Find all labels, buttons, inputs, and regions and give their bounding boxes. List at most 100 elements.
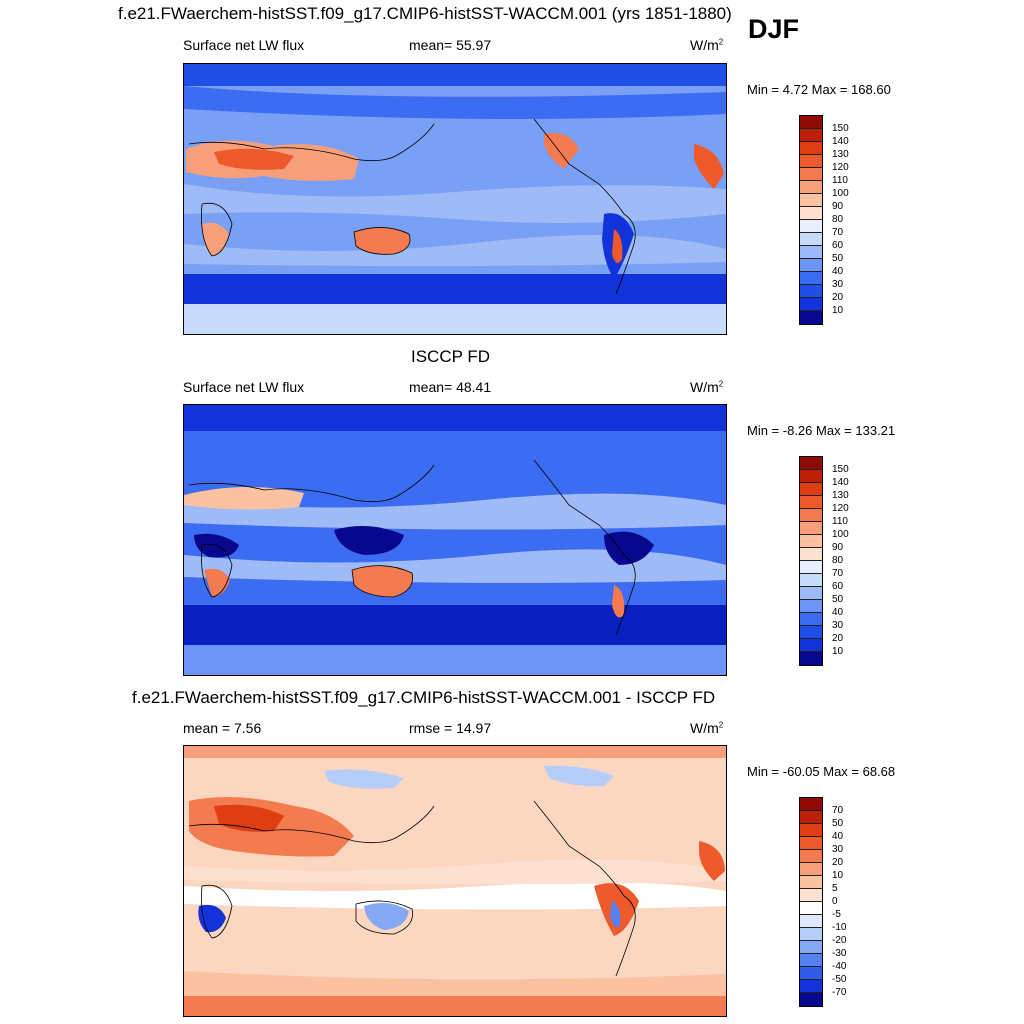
panel-2-colorbar-tick: 40 [832, 607, 844, 618]
panel-2-minmax: Min = -8.26 Max = 133.21 [747, 423, 896, 438]
panel-2-colorbar-swatch [800, 587, 822, 600]
panel-1-colorbar-swatch [800, 168, 822, 181]
panel-3-colorbar-swatch [800, 941, 822, 954]
panel-2-map [183, 404, 727, 676]
panel-3-colorbar-tick: -5 [832, 909, 841, 920]
panel-1-colorbar-tick: 40 [832, 266, 844, 277]
panel-2-colorbar-swatch [800, 574, 822, 587]
panel-3-colorbar-tick: 50 [832, 818, 844, 829]
panel-3-map-field [184, 746, 726, 1016]
panel-2-colorbar [799, 456, 823, 666]
panel-3-colorbar [799, 797, 823, 1007]
panel-2-colorbar-tick: 150 [832, 464, 849, 475]
panel-2-colorbar-tick: 30 [832, 620, 844, 631]
panel-3-colorbar-tick: -50 [832, 974, 847, 985]
panel-2-colorbar-swatch [800, 548, 822, 561]
panel-2-colorbar-tick: 120 [832, 503, 849, 514]
panel-3-colorbar-tick: 40 [832, 831, 844, 842]
panel-3-colorbar-swatch [800, 980, 822, 993]
panel-1-colorbar-swatch [800, 155, 822, 168]
panel-3-units: W/m2 [690, 720, 724, 736]
panel-3-colorbar-swatch [800, 902, 822, 915]
panel-3-colorbar-swatch [800, 863, 822, 876]
panel-3-colorbar-swatch [800, 876, 822, 889]
panel-2-colorbar-swatch [800, 496, 822, 509]
panel-3-rmse-label: rmse = 14.97 [409, 720, 492, 736]
panel-3-colorbar-swatch [800, 837, 822, 850]
panel-2-colorbar-swatch [800, 639, 822, 652]
panel-3-map [183, 745, 727, 1017]
panel-1-colorbar-swatch [800, 259, 822, 272]
panel-2-colorbar-tick: 140 [832, 477, 849, 488]
panel-1-colorbar-tick: 110 [832, 175, 848, 186]
panel-2-mean-label: mean= 48.41 [409, 379, 492, 395]
panel-1-colorbar-tick: 120 [832, 162, 849, 173]
panel-2-colorbar-tick: 90 [832, 542, 844, 553]
panel-1-colorbar-swatch [800, 285, 822, 298]
panel-3-colorbar-swatch [800, 928, 822, 941]
panel-3-mean-label: mean = 7.56 [183, 720, 262, 736]
panel-2-colorbar-tick: 70 [832, 568, 844, 579]
panel-1-colorbar-tick: 150 [832, 123, 849, 134]
panel-3-colorbar-tick: 5 [832, 883, 838, 894]
panel-1-map [183, 63, 727, 335]
panel-3-colorbar-tick: -10 [832, 922, 847, 933]
panel-3-colorbar-tick: -20 [832, 935, 847, 946]
panel-1-colorbar-swatch [800, 142, 822, 155]
panel-2-colorbar-tick: 110 [832, 516, 848, 527]
panel-1-colorbar-tick: 20 [832, 292, 844, 303]
panel-3-colorbar-swatch [800, 811, 822, 824]
panel-1-colorbar-tick: 50 [832, 253, 844, 264]
panel-3-colorbar-tick: 30 [832, 844, 844, 855]
panel-2-map-field [184, 405, 726, 675]
panel-1-map-field [184, 64, 726, 334]
panel-1-mean-label: mean= 55.97 [409, 37, 492, 53]
panel-1-colorbar-tick: 100 [832, 188, 849, 199]
panel-2-colorbar-tick: 80 [832, 555, 844, 566]
panel-2-colorbar-tick: 100 [832, 529, 849, 540]
panel-1-colorbar-tick: 30 [832, 279, 844, 290]
panel-3-colorbar-swatch [800, 798, 822, 811]
panel-2-colorbar-tick: 10 [832, 646, 844, 657]
panel-1-colorbar-swatch [800, 233, 822, 246]
panel-2-colorbar-swatch [800, 652, 822, 665]
panel-2-units: W/m2 [690, 379, 724, 395]
panel-1-colorbar-swatch [800, 116, 822, 129]
panel-1-title: f.e21.FWaerchem-histSST.f09_g17.CMIP6-hi… [118, 4, 732, 23]
panel-2-colorbar-swatch [800, 600, 822, 613]
panel-3-colorbar-swatch [800, 850, 822, 863]
panel-1-colorbar-swatch [800, 272, 822, 285]
panel-1-colorbar-tick: 130 [832, 149, 849, 160]
panel-2-colorbar-tick: 50 [832, 594, 844, 605]
panel-2-variable-label: Surface net LW flux [183, 379, 305, 395]
panel-1-colorbar-tick: 70 [832, 227, 844, 238]
panel-1-colorbar-tick: 80 [832, 214, 844, 225]
panel-1-colorbar-tick: 60 [832, 240, 844, 251]
panel-1-colorbar-tick: 90 [832, 201, 844, 212]
panel-3-colorbar-tick: -40 [832, 961, 847, 972]
panel-1-colorbar [799, 115, 823, 325]
panel-2-title: ISCCP FD [411, 347, 491, 366]
panel-2-colorbar-swatch [800, 561, 822, 574]
panel-3-colorbar-tick: 20 [832, 857, 844, 868]
panel-3-colorbar-swatch [800, 889, 822, 902]
panel-3-colorbar-swatch [800, 993, 822, 1006]
panel-2-colorbar-swatch [800, 535, 822, 548]
panel-3-colorbar-tick: 0 [832, 896, 838, 907]
panel-3-colorbar-swatch [800, 954, 822, 967]
panel-2-colorbar-tick: 130 [832, 490, 849, 501]
panel-3-colorbar-tick: 70 [832, 805, 844, 816]
panel-3-colorbar-tick: -30 [832, 948, 847, 959]
panel-2-colorbar-swatch [800, 457, 822, 470]
panel-1-colorbar-swatch [800, 194, 822, 207]
panel-1-colorbar-swatch [800, 181, 822, 194]
panel-2-colorbar-swatch [800, 470, 822, 483]
panel-1-colorbar-swatch [800, 207, 822, 220]
panel-3-colorbar-swatch [800, 915, 822, 928]
panel-2-colorbar-tick: 20 [832, 633, 844, 644]
panel-3-minmax: Min = -60.05 Max = 68.68 [747, 764, 896, 779]
panel-1-colorbar-swatch [800, 220, 822, 233]
panel-1-units: W/m2 [690, 37, 724, 53]
panel-1-minmax: Min = 4.72 Max = 168.60 [747, 82, 891, 97]
panel-3-colorbar-swatch [800, 824, 822, 837]
